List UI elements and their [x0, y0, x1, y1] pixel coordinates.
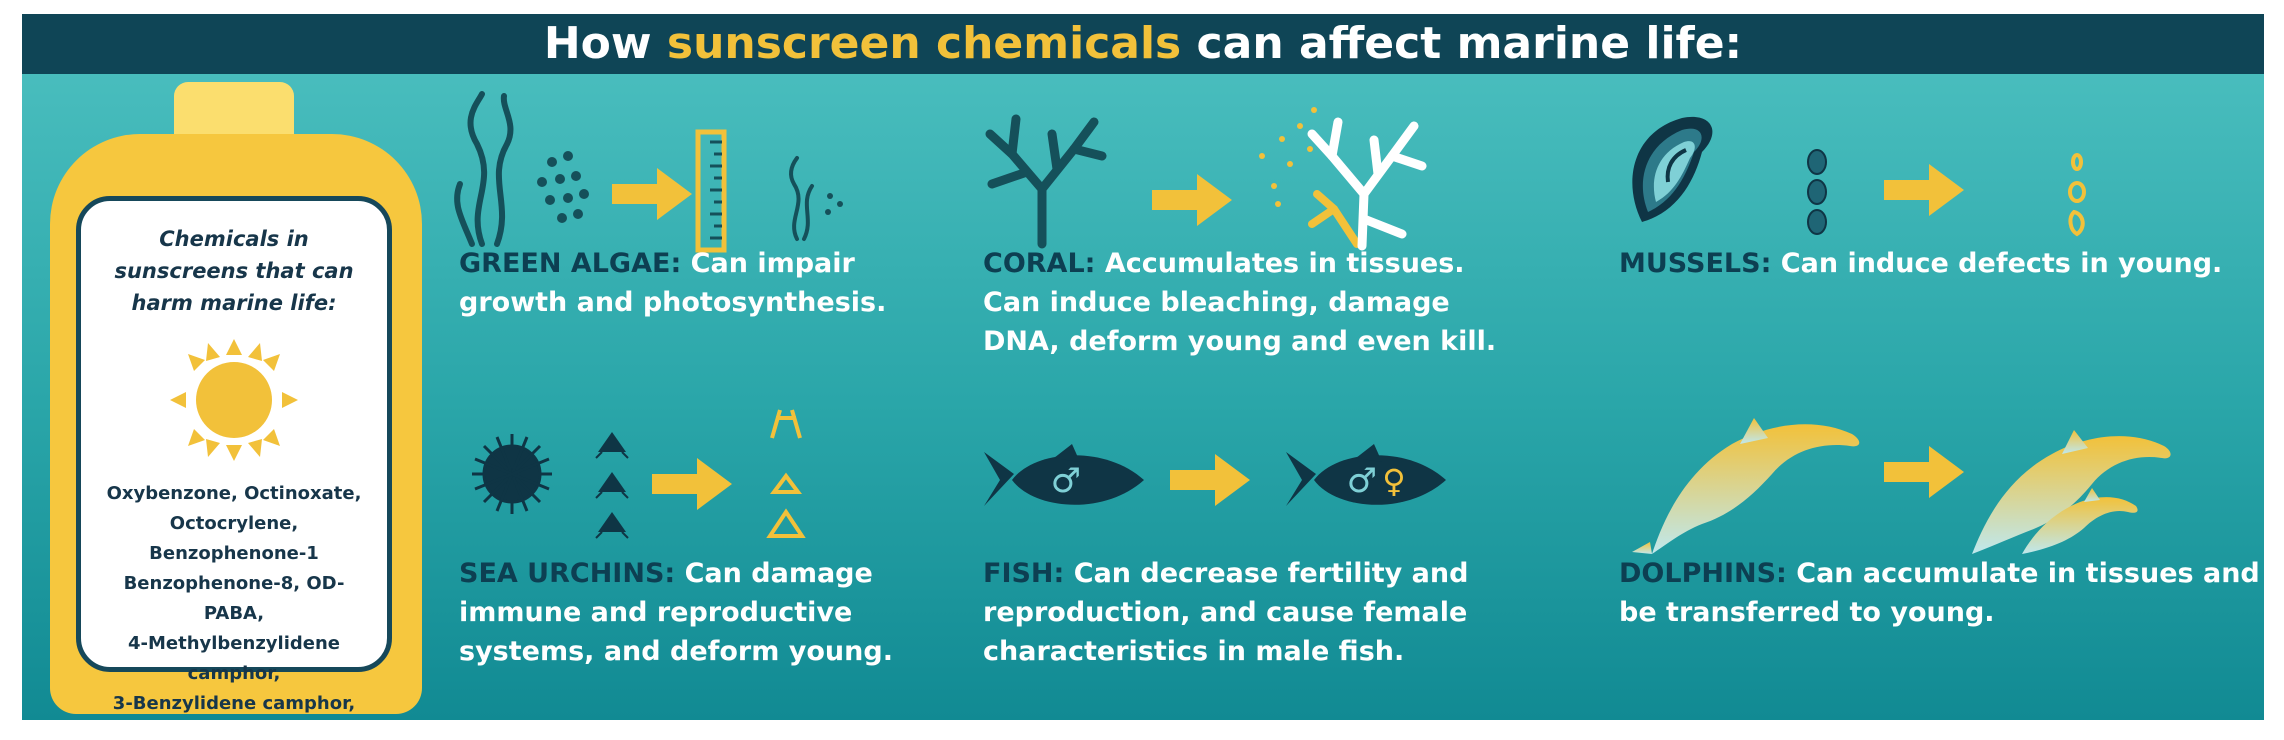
- coral-effect: Accumulates in tissues.: [1104, 248, 1465, 279]
- arrow-icon: [1170, 454, 1250, 506]
- arrow-icon: [1884, 164, 1964, 216]
- bleached-coral-icon: [1307, 117, 1427, 251]
- fish-name: FISH:: [983, 558, 1065, 589]
- bottle-cap: [174, 82, 294, 142]
- chemical-line: Octocrylene, Benzophenone-1: [149, 513, 319, 564]
- dolphin-icon: [1632, 418, 1860, 554]
- arrow-icon: [1884, 446, 1964, 498]
- dolphins-effect: be transferred to young.: [1619, 597, 1995, 628]
- mussels-text: MUSSELS: Can induce defects in young.: [1619, 244, 2222, 283]
- sunscreen-bottle: Chemicals in sunscreens that can harm ma…: [50, 134, 422, 714]
- dolphin-icon: [1972, 430, 2171, 554]
- green-algae-illustration: [454, 91, 727, 253]
- chemical-dots-icon: [1259, 107, 1317, 207]
- green-algae-effect: growth and photosynthesis.: [459, 287, 887, 318]
- coral-effect: Can induce bleaching, damage: [983, 287, 1450, 318]
- fish-illustration: ♂ ♂ ♀: [984, 444, 1446, 506]
- sea-urchins-effect: immune and reproductive: [459, 597, 853, 628]
- deformed-egg-icon: [2068, 153, 2086, 237]
- sea-urchins-effect: systems, and deform young.: [459, 636, 893, 667]
- ruler-icon: [695, 129, 727, 253]
- bottle-label: Chemicals in sunscreens that can harm ma…: [76, 196, 392, 714]
- infographic: How sunscreen chemicals can affect marin…: [22, 14, 2264, 720]
- male-symbol: ♂: [1051, 461, 1081, 501]
- title-start: How: [543, 18, 667, 69]
- chemical-line: nano-Titanium dioxide,: [95, 719, 373, 720]
- fish-effect: Can decrease fertility and: [1073, 558, 1469, 589]
- chemical-line: 4-Methylbenzylidene camphor,: [127, 633, 340, 684]
- male-symbol: ♂: [1347, 461, 1377, 501]
- coral-name: CORAL:: [983, 248, 1096, 279]
- baby-dolphin-icon: [2022, 488, 2138, 554]
- arrow-icon: [1152, 174, 1232, 226]
- green-algae-effect: Can impair: [690, 248, 855, 279]
- sea-urchins-illustration: [472, 409, 806, 539]
- dolphins-name: DOLPHINS:: [1619, 558, 1787, 589]
- coral-icon: [985, 114, 1107, 249]
- sea-urchins-name: SEA URCHINS:: [459, 558, 676, 589]
- mussels-name: MUSSELS:: [1619, 248, 1772, 279]
- sea-urchins-effect: Can damage: [684, 558, 873, 589]
- coral-illustration: [985, 107, 1427, 251]
- chemical-dots-icon: [537, 151, 589, 223]
- green-algae-name: GREEN ALGAE:: [459, 248, 682, 279]
- seaweed-icon: [454, 91, 514, 247]
- female-symbol: ♀: [1382, 462, 1405, 500]
- fish-icon: [984, 444, 1144, 506]
- sea-urchins-text: SEA URCHINS: Can damage immune and repro…: [459, 554, 893, 671]
- bottle-label-heading: Chemicals in sunscreens that can harm ma…: [114, 227, 354, 315]
- chemical-line: Oxybenzone, Octinoxate,: [106, 483, 362, 504]
- title-end: can affect marine life:: [1181, 18, 1743, 69]
- mussel-icon: [1632, 116, 1713, 222]
- small-seaweed-icon: [789, 156, 843, 241]
- urchin-larva-icon: [598, 432, 626, 532]
- fish-text: FISH: Can decrease fertility and reprodu…: [983, 554, 1468, 671]
- chemical-list: Oxybenzone, Octinoxate, Octocrylene, Ben…: [95, 479, 373, 720]
- coral-effect: DNA, deform young and even kill.: [983, 326, 1497, 357]
- mussels-illustration: [1632, 116, 2086, 237]
- sea-urchin-icon: [472, 434, 552, 514]
- green-algae-text: GREEN ALGAE: Can impair growth and photo…: [459, 244, 886, 322]
- title-bar: How sunscreen chemicals can affect marin…: [22, 14, 2264, 74]
- dolphins-illustration: [1632, 418, 2171, 554]
- coral-text: CORAL: Accumulates in tissues. Can induc…: [983, 244, 1496, 361]
- fish-icon: [1286, 444, 1446, 506]
- page-title: How sunscreen chemicals can affect marin…: [22, 14, 2264, 74]
- arrow-icon: [612, 168, 692, 220]
- mussels-effect: Can induce defects in young.: [1780, 248, 2223, 279]
- sun-icon: [170, 339, 298, 461]
- chemical-line: Benzophenone-8, OD-PABA,: [123, 573, 345, 624]
- fish-effect: characteristics in male fish.: [983, 636, 1405, 667]
- dolphins-text: DOLPHINS: Can accumulate in tissues and …: [1619, 554, 2260, 632]
- fish-effect: reproduction, and cause female: [983, 597, 1468, 628]
- deformed-larva-icon: [766, 409, 806, 538]
- chemical-line: 3-Benzylidene camphor,: [112, 693, 356, 714]
- arrow-icon: [652, 458, 732, 510]
- title-highlight: sunscreen chemicals: [666, 18, 1182, 69]
- mussel-egg-icon: [1807, 149, 1827, 235]
- dolphins-effect: Can accumulate in tissues and: [1796, 558, 2260, 589]
